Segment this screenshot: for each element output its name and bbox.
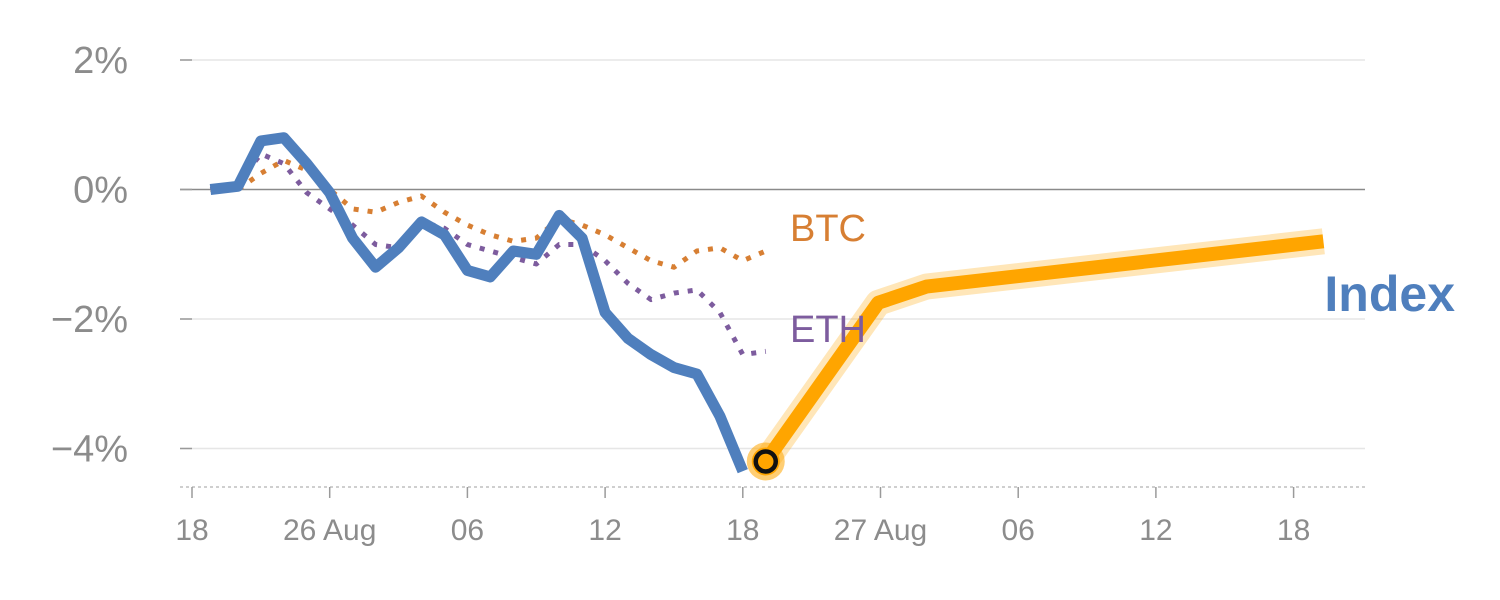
y-tick-label: −2% (51, 299, 128, 341)
series-line-index-forecast (760, 234, 1325, 466)
series-line-eth (209, 151, 767, 358)
x-tick-label: 06 (451, 514, 484, 547)
y-tick-label: −4% (51, 429, 128, 471)
y-tick-label: 2% (73, 40, 128, 82)
series-label-index: Index (1324, 266, 1455, 322)
x-tick-label: 12 (588, 514, 621, 547)
x-tick-label: 18 (726, 514, 759, 547)
series-line-index-actual (209, 132, 748, 474)
y-axis-ticks: 2% 0% −2% −4% (51, 40, 192, 471)
x-tick-label: 27 Aug (834, 514, 927, 547)
x-tick-label: 06 (1002, 514, 1035, 547)
highlight-marker-group (746, 442, 785, 481)
x-axis: 18 26 Aug 06 12 18 27 Aug 06 12 18 (175, 486, 1365, 547)
y-tick-label: 0% (73, 170, 128, 212)
series-label-eth: ETH (790, 309, 866, 351)
x-tick-label: 12 (1139, 514, 1172, 547)
series-line-btc (210, 157, 767, 270)
series-label-btc: BTC (790, 208, 866, 250)
series-labels: BTC ETH Index (790, 208, 1455, 351)
x-tick-label: 26 Aug (283, 514, 376, 547)
series-lines (209, 132, 1325, 474)
marker-ring (753, 449, 778, 474)
x-tick-label: 18 (175, 514, 208, 547)
x-tick-label: 18 (1277, 514, 1310, 547)
